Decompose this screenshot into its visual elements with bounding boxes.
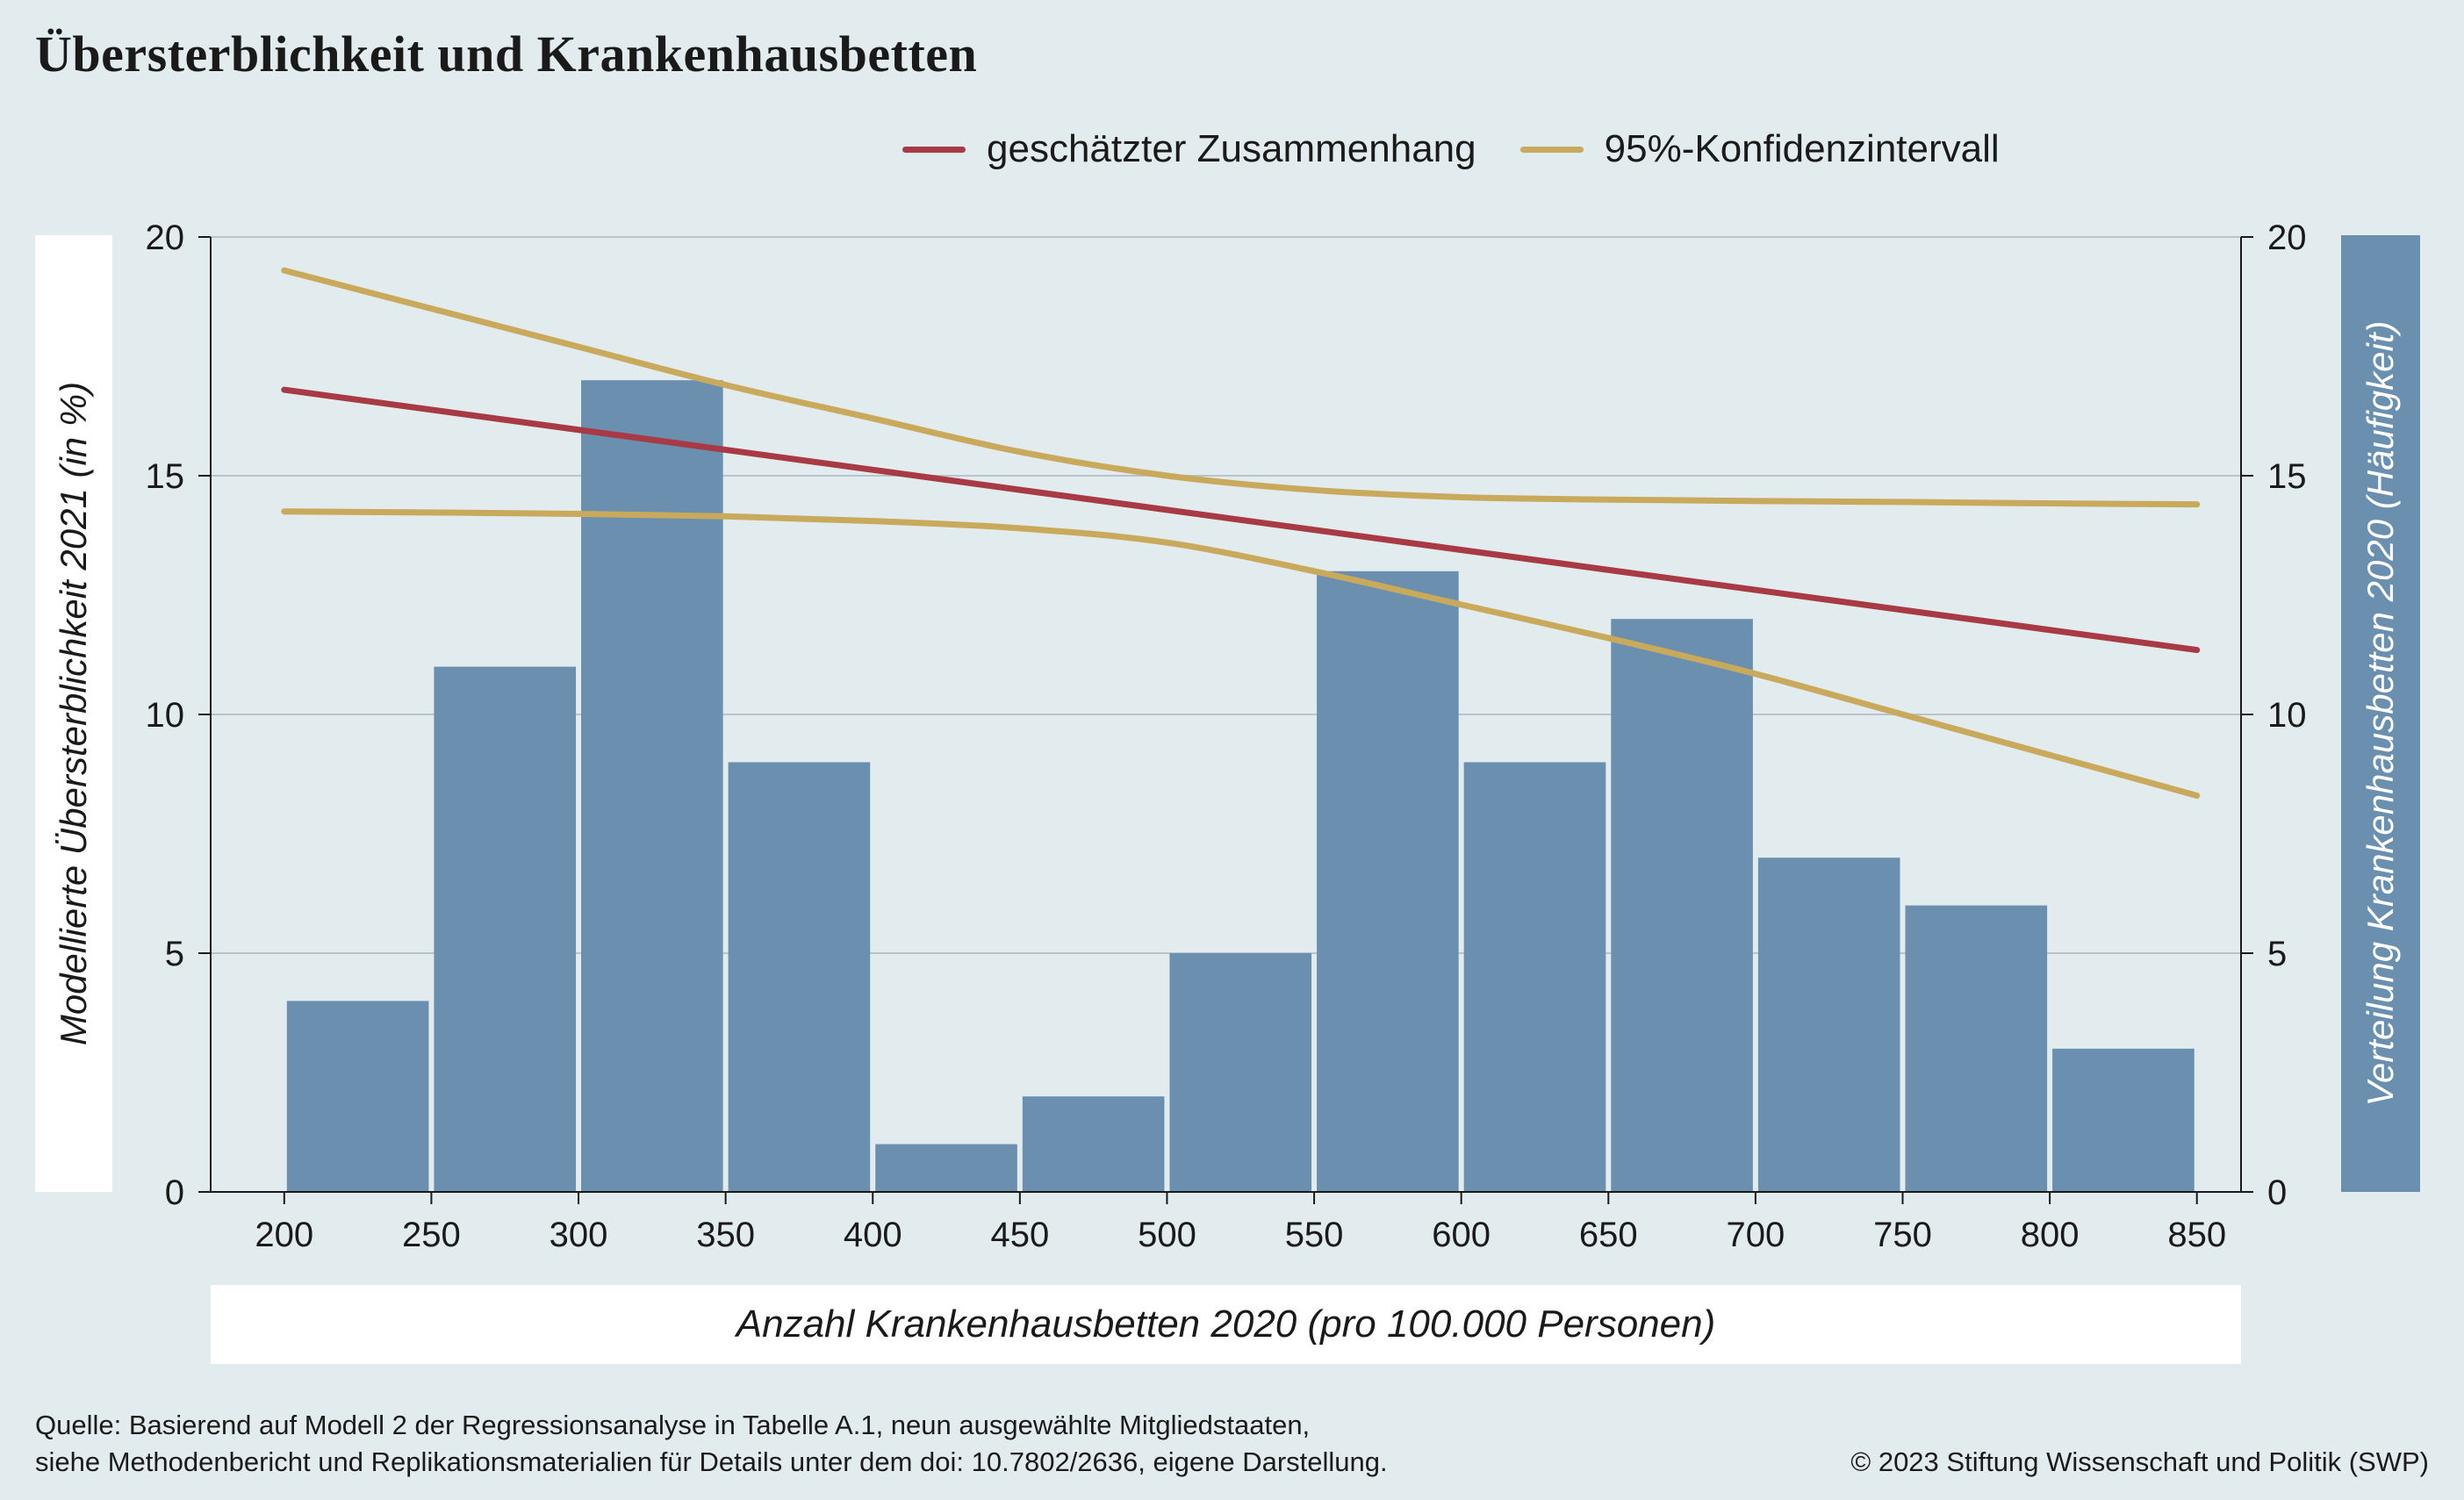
y-left-tick-label-15: 15 — [146, 457, 185, 496]
legend-swatch-estimate — [902, 146, 966, 153]
x-tick-label-400: 400 — [844, 1216, 902, 1254]
y-right-tick-label-10: 10 — [2267, 696, 2307, 735]
histogram-bar-600 — [1463, 762, 1606, 1192]
histogram-bar-450 — [1022, 1096, 1165, 1192]
x-tick-label-350: 350 — [696, 1216, 755, 1254]
y-right-tick-label-5: 5 — [2267, 935, 2287, 973]
x-tick-label-750: 750 — [1873, 1216, 1932, 1254]
x-tick-label-550: 550 — [1285, 1216, 1344, 1254]
estimate-line — [281, 386, 2201, 654]
y-right-tick-label-15: 15 — [2267, 457, 2307, 496]
legend-label-estimate: geschätzter Zusammenhang — [987, 127, 1476, 170]
histogram-bar-750 — [1905, 905, 2048, 1192]
x-tick-label-300: 300 — [550, 1216, 608, 1254]
y-axis-left-label-box: Modellierte Übersterblichkeit 2021 (in %… — [35, 235, 112, 1192]
legend-item-ci: 95%-Konfidenzintervall — [1519, 127, 2000, 171]
x-tick-label-200: 200 — [255, 1216, 313, 1254]
y-left-tick-label-20: 20 — [146, 219, 185, 257]
x-tick-label-250: 250 — [402, 1216, 461, 1254]
source-note: Quelle: Basierend auf Modell 2 der Regre… — [35, 1407, 1388, 1481]
x-tick-label-600: 600 — [1432, 1216, 1491, 1254]
y-axis-right-label-box: Verteilung Krankenhausbetten 2020 (Häufi… — [2341, 235, 2420, 1192]
y-right-tick-label-20: 20 — [2267, 219, 2307, 257]
histogram-bar-400 — [875, 1144, 1017, 1192]
histogram-bar-650 — [1611, 619, 1753, 1192]
y-right-tick-label-0: 0 — [2267, 1173, 2287, 1212]
histogram-bar-500 — [1169, 953, 1312, 1192]
x-axis-label-box: Anzahl Krankenhausbetten 2020 (pro 100.0… — [211, 1285, 2241, 1364]
x-tick-label-650: 650 — [1579, 1216, 1638, 1254]
chart-title: Übersterblichkeit und Krankenhausbetten — [35, 25, 978, 83]
x-tick-label-850: 850 — [2167, 1216, 2226, 1254]
histogram-bar-700 — [1757, 858, 1900, 1192]
histogram-bar-550 — [1317, 571, 1459, 1192]
copyright: © 2023 Stiftung Wissenschaft und Politik… — [1850, 1446, 2429, 1477]
legend-swatch-ci — [1519, 146, 1584, 153]
legend: geschätzter Zusammenhang 95%-Konfidenzin… — [902, 127, 2044, 171]
x-tick-label-800: 800 — [2021, 1216, 2080, 1254]
histogram-bar-200 — [286, 1001, 429, 1192]
y-left-tick-label-10: 10 — [146, 696, 185, 735]
x-axis-label: Anzahl Krankenhausbetten 2020 (pro 100.0… — [736, 1303, 1716, 1346]
x-tick-label-450: 450 — [990, 1216, 1049, 1254]
histogram-bar-250 — [434, 666, 577, 1192]
source-line-2: siehe Methodenbericht und Replikationsma… — [35, 1446, 1388, 1477]
y-left-tick-label-5: 5 — [165, 935, 184, 973]
legend-label-ci: 95%-Konfidenzintervall — [1604, 127, 2000, 170]
histogram-bar-300 — [581, 380, 723, 1192]
source-line-1: Quelle: Basierend auf Modell 2 der Regre… — [35, 1410, 1311, 1440]
ci-lower-line — [281, 508, 2201, 799]
y-left-tick-label-0: 0 — [165, 1173, 184, 1212]
legend-item-estimate: geschätzter Zusammenhang — [902, 127, 1476, 171]
ci-upper-line — [281, 267, 2201, 508]
histogram-bar-350 — [728, 762, 871, 1192]
x-tick-label-700: 700 — [1727, 1216, 1785, 1254]
x-tick-label-500: 500 — [1138, 1216, 1196, 1254]
histogram-bar-800 — [2052, 1048, 2195, 1192]
